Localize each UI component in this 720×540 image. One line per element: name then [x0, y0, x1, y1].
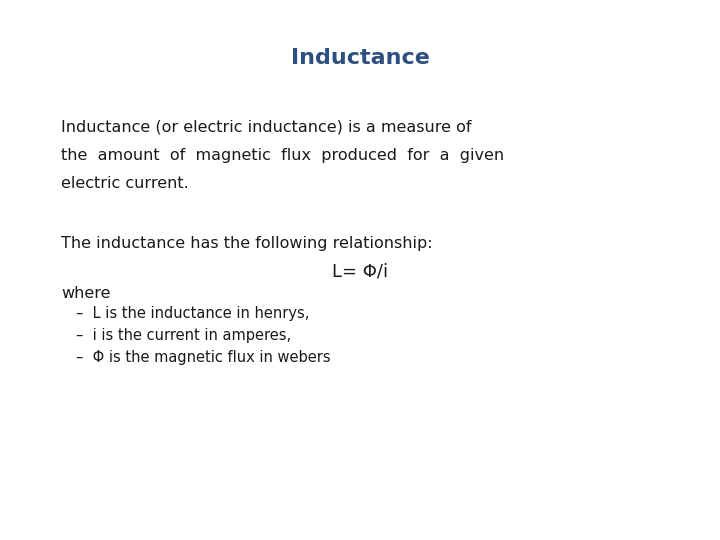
Text: –  i is the current in amperes,: – i is the current in amperes,	[76, 328, 291, 343]
Text: electric current.: electric current.	[61, 176, 189, 191]
Text: L= Φ/i: L= Φ/i	[332, 262, 388, 280]
Text: where: where	[61, 286, 111, 301]
Text: –  L is the inductance in henrys,: – L is the inductance in henrys,	[76, 306, 309, 321]
Text: Inductance (or electric inductance) is a measure of: Inductance (or electric inductance) is a…	[61, 120, 472, 135]
Text: the  amount  of  magnetic  flux  produced  for  a  given: the amount of magnetic flux produced for…	[61, 148, 504, 163]
Text: The inductance has the following relationship:: The inductance has the following relatio…	[61, 236, 433, 251]
Text: –  Φ is the magnetic flux in webers: – Φ is the magnetic flux in webers	[76, 350, 330, 365]
Text: Inductance: Inductance	[291, 48, 429, 68]
